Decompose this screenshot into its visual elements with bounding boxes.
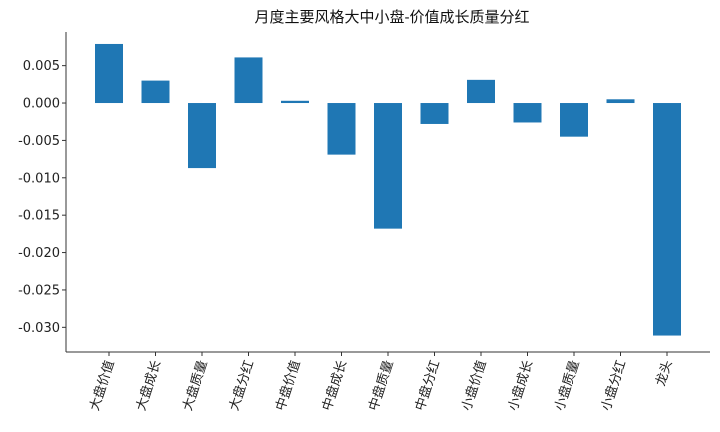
y-axis: 0.005 0.000 -0.005 -0.010 -0.015 -0.020 -0.025… xyxy=(18,32,67,352)
bar-龙头 xyxy=(653,103,681,336)
bar-小盘成长 xyxy=(513,103,542,123)
y-tick-label: 0.000 xyxy=(23,97,60,112)
x-axis: 大盘价值 大盘成长 大盘质量 大盘分红 中盘价值 中盘成长 中盘质量 中盘分红 小盘价值 小盘成长… xyxy=(66,351,710,413)
y-tick-label: 0.005 xyxy=(23,59,60,74)
x-tick-label: 中盘价值 xyxy=(273,358,304,412)
bar-中盘成长 xyxy=(327,103,356,155)
x-tick-label: 大盘质量 xyxy=(180,358,211,412)
x-tick-label: 小盘价值 xyxy=(459,358,490,412)
bar-小盘分红 xyxy=(606,99,635,104)
x-tick-label: 大盘分红 xyxy=(226,358,257,412)
y-tick-label: -0.025 xyxy=(18,283,60,298)
x-tick-label: 中盘成长 xyxy=(319,358,350,412)
bar-中盘价值 xyxy=(281,100,309,104)
bar-中盘分红 xyxy=(420,103,449,124)
y-tick-label: -0.005 xyxy=(18,134,60,149)
bars-group xyxy=(95,43,681,336)
x-tick-label: 中盘分红 xyxy=(412,358,443,412)
x-tick-label: 大盘价值 xyxy=(87,358,118,412)
bar-大盘分红 xyxy=(234,57,263,104)
y-tick-label: -0.020 xyxy=(18,246,60,261)
bar-大盘质量 xyxy=(188,103,216,169)
x-tick-label: 小盘质量 xyxy=(552,358,583,412)
x-tick-label: 小盘分红 xyxy=(598,358,629,412)
chart-title: 月度主要风格大中小盘-价值成长质量分红 xyxy=(254,8,529,26)
bar-大盘成长 xyxy=(141,80,170,104)
x-tick-label: 中盘质量 xyxy=(366,358,397,412)
x-tick-label: 龙头 xyxy=(653,359,675,388)
y-tick-label: -0.015 xyxy=(18,209,60,224)
bar-中盘质量 xyxy=(374,103,402,229)
bar-小盘质量 xyxy=(560,103,588,137)
y-tick-label: -0.010 xyxy=(18,171,60,186)
x-tick-label: 大盘成长 xyxy=(133,358,164,412)
bar-大盘价值 xyxy=(95,43,123,104)
y-tick-label: -0.030 xyxy=(18,321,60,336)
bar-小盘价值 xyxy=(467,79,495,104)
x-tick-label: 小盘成长 xyxy=(505,358,536,412)
